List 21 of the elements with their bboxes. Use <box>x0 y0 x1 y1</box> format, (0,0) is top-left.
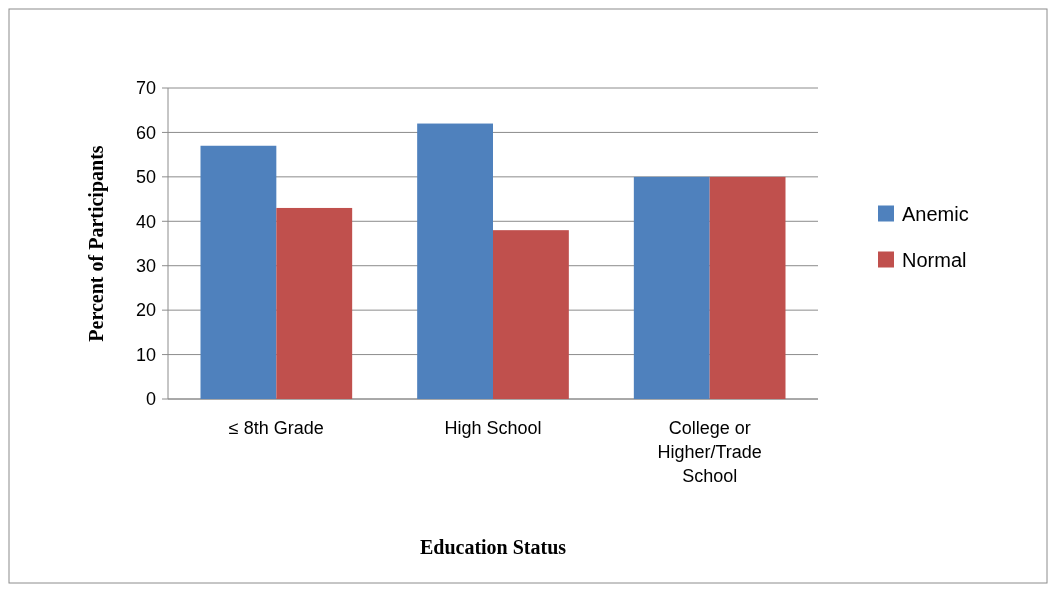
y-tick-label: 20 <box>135 300 156 321</box>
bar <box>417 123 493 399</box>
bar <box>276 207 353 399</box>
bar <box>493 230 569 399</box>
y-tick-label: 50 <box>135 167 156 188</box>
bar <box>633 176 710 399</box>
legend-label: Anemic <box>902 202 969 225</box>
y-tick-label: 70 <box>135 78 156 99</box>
y-tick-label: 0 <box>145 389 156 410</box>
x-tick-label: ≤ 8th Grade <box>228 418 324 438</box>
bar <box>709 176 786 399</box>
bar <box>200 145 277 399</box>
legend-label: Normal <box>902 248 967 271</box>
y-tick-label: 10 <box>135 344 156 365</box>
x-axis-title: Education Status <box>419 536 567 558</box>
y-axis-title: Percent of Participants <box>85 145 108 342</box>
y-tick-label: 40 <box>135 211 156 232</box>
y-tick-label: 60 <box>135 122 156 143</box>
y-tick-label: 30 <box>135 256 156 277</box>
x-tick-label: High School <box>444 418 542 438</box>
x-tick-label: College or Higher/Trade School <box>657 418 762 486</box>
